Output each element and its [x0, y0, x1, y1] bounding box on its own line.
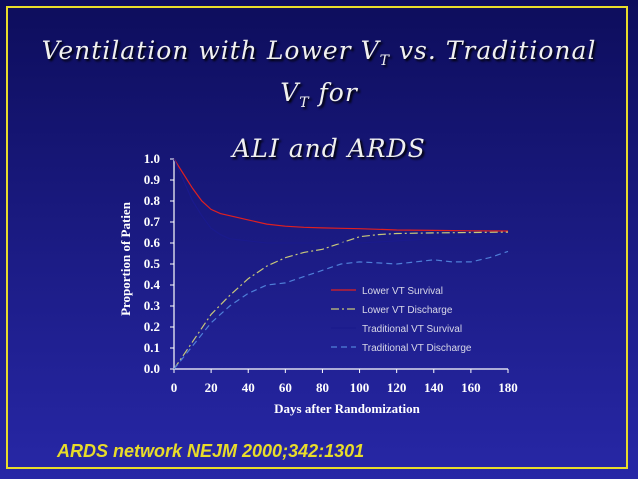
chart-legend: Lower VT Survival Lower VT Discharge Tradi…: [331, 286, 472, 354]
title-line-1-suffix: vs. Traditional: [389, 36, 597, 65]
y-tick-label: 0.2: [144, 319, 160, 334]
title-line-1-subscript: T: [379, 53, 390, 69]
x-tick-label: 140: [424, 380, 444, 395]
y-tick-label: 0.3: [144, 298, 161, 313]
title-line-2-subscript: T: [299, 95, 310, 111]
y-tick-label: 0.0: [144, 361, 160, 376]
x-tick-label: 100: [350, 380, 370, 395]
slide-title-line-1: Ventilation with Lower VT vs. Traditiona…: [0, 36, 638, 69]
y-tick-label: 0.7: [144, 214, 161, 229]
x-tick-label: 40: [242, 380, 255, 395]
legend-label-2: Traditional VT Survival: [362, 324, 462, 335]
legend-label-0: Lower VT Survival: [362, 286, 443, 297]
series-line-1: [173, 231, 509, 370]
y-tick-label: 0.6: [144, 235, 161, 250]
title-line-1-prefix: Ventilation with Lower V: [41, 36, 380, 65]
x-tick-label: 160: [461, 380, 481, 395]
title-line-2-suffix: for: [309, 78, 358, 107]
x-tick-label: 20: [205, 380, 218, 395]
x-tick-label: 80: [316, 380, 329, 395]
title-line-2-prefix: V: [280, 78, 300, 107]
y-tick-label: 1.0: [144, 151, 160, 166]
series-line-0: [173, 158, 509, 232]
x-tick-label: 0: [171, 380, 178, 395]
chart-axes: 0.0 0.1 0.2 0.3 0.4 0.5 0.6 0.7 0.8 0.9 1.0 0 20 40 60…: [144, 151, 518, 395]
citation-text: ARDS network NEJM 2000;342:1301: [57, 441, 365, 461]
y-tick-label: 0.5: [144, 256, 161, 271]
chart-series-layer: [173, 158, 509, 370]
slide-border: [6, 6, 628, 469]
y-tick-label: 0.1: [144, 340, 160, 355]
x-tick-label: 120: [387, 380, 407, 395]
legend-label-3: Traditional VT Discharge: [362, 343, 472, 354]
legend-label-1: Lower VT Discharge: [362, 305, 453, 316]
y-tick-label: 0.9: [144, 172, 161, 187]
slide-title-line-3: ALI and ARDS: [232, 134, 426, 163]
x-tick-label: 180: [498, 380, 518, 395]
slide-title-line-2: VT for: [0, 78, 638, 111]
y-axis-title: Proportion of Patien: [118, 201, 133, 316]
series-line-2: [173, 158, 509, 244]
y-tick-label: 0.4: [144, 277, 161, 292]
series-line-3: [173, 250, 509, 370]
y-tick-label: 0.8: [144, 193, 161, 208]
x-tick-label: 60: [279, 380, 292, 395]
x-axis-title: Days after Randomization: [274, 401, 420, 416]
